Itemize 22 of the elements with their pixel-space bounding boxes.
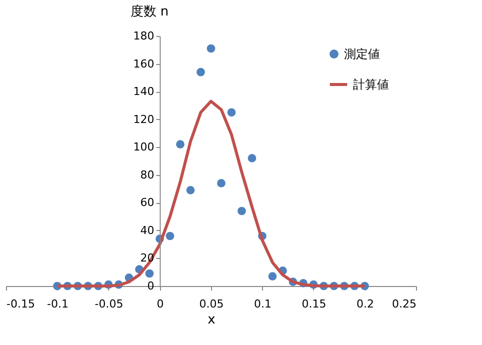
y-tick-label: 0 (147, 280, 154, 292)
x-tick-label: 0.15 (302, 298, 326, 310)
y-tick-label: 40 (140, 224, 154, 237)
x-tick-label: 0.1 (254, 298, 272, 310)
x-tick-label: 0.25 (392, 298, 416, 310)
x-tick-label: 0 (156, 298, 164, 310)
y-tick-label: 100 (133, 140, 154, 154)
x-tick-label: 0.05 (199, 298, 224, 310)
y-axis-title: 度数 n (130, 4, 169, 20)
x-tick-label: 0.2 (356, 298, 374, 310)
y-tick-label: 80 (140, 168, 154, 182)
x-axis-title: x (208, 312, 216, 328)
x-tick-label: -0.1 (47, 298, 68, 310)
y-tick-label: 140 (133, 85, 154, 98)
x-tick-label: -0.05 (94, 298, 124, 310)
y-tick-label: 180 (133, 30, 154, 42)
legend-label: 測定値 (344, 47, 380, 61)
x-tick-label: -0.15 (6, 298, 35, 310)
y-tick-label: 120 (133, 112, 154, 126)
legend-label: 計算値 (353, 78, 389, 92)
y-tick-label: 160 (133, 57, 154, 70)
y-tick-label: 60 (140, 196, 154, 210)
